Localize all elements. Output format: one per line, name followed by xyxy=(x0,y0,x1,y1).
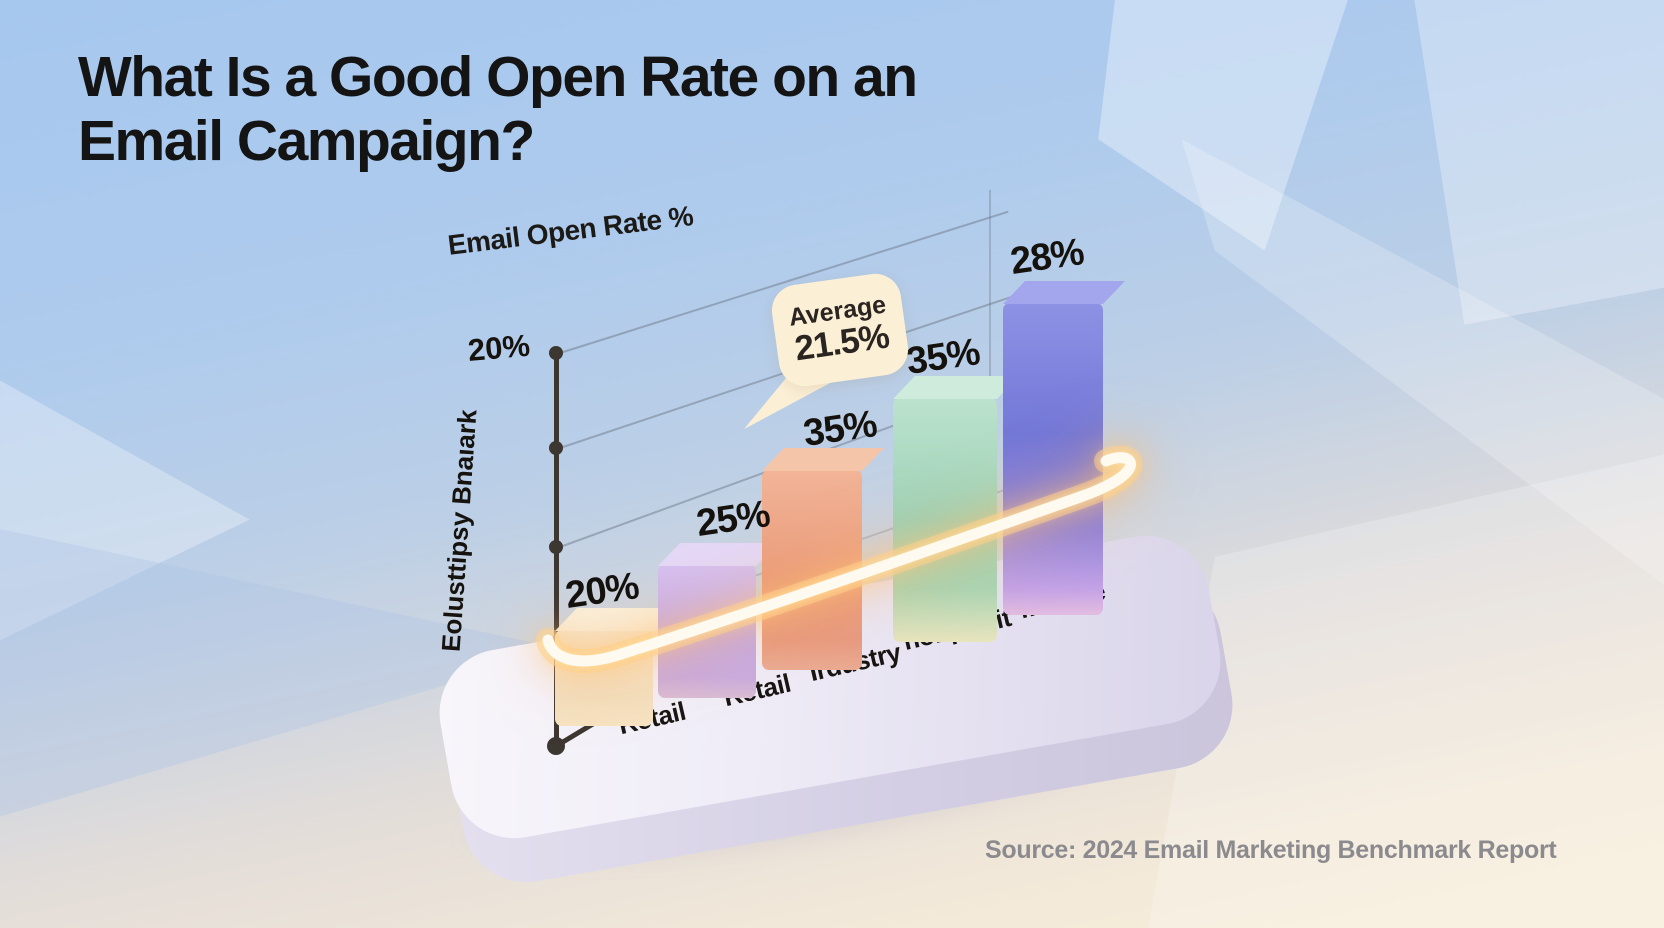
axis-tick-dot xyxy=(549,346,563,360)
bar-value-label: 28% xyxy=(1007,231,1087,283)
y-tick-label: 20% xyxy=(466,327,532,368)
y-axis-title: Email Open Rate % xyxy=(446,200,695,261)
bar-top-face xyxy=(893,376,1019,399)
bar-value-label: 35% xyxy=(800,403,880,455)
axis-tick-dot xyxy=(549,540,563,554)
page-title: What Is a Good Open Rate on an Email Cam… xyxy=(78,45,918,173)
axis-tick-dot xyxy=(549,441,563,455)
backwall-edge-line xyxy=(989,190,991,450)
bar-retail-25 xyxy=(658,565,756,698)
average-callout-bubble: Average 21.5% xyxy=(768,270,912,390)
bar-top-face xyxy=(1003,281,1125,304)
bar-finance-28 xyxy=(1003,303,1103,615)
source-attribution: Source: 2024 Email Marketing Benchmark R… xyxy=(985,836,1557,864)
bar-retail-20 xyxy=(555,630,653,726)
bar-nonprofit-35 xyxy=(893,398,997,642)
y-axis-rotated-label: Eolusttipsy Bnaıark xyxy=(435,408,483,654)
